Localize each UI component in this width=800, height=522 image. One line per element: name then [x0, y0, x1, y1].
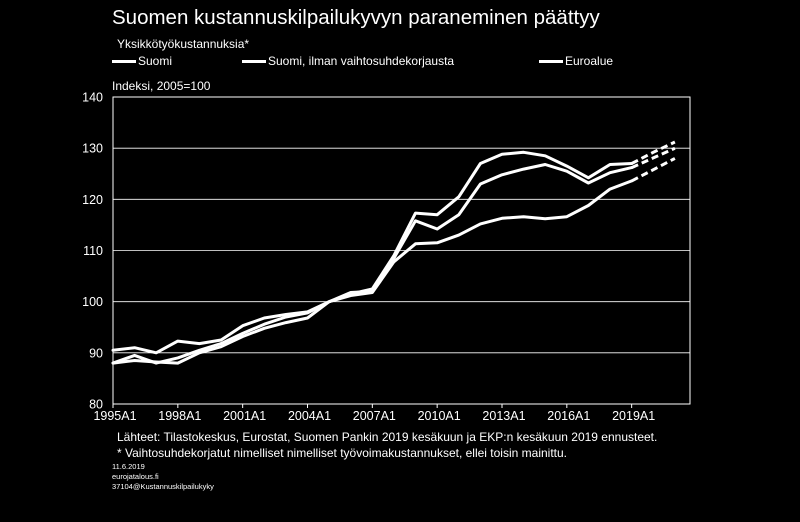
- series-line-euroalue: [111, 179, 634, 365]
- y-tick-label-120: 120: [82, 193, 103, 207]
- y-tick-label-140: 140: [82, 91, 103, 105]
- y-tick-label-110: 110: [83, 244, 103, 258]
- series-line-suomi: [111, 150, 634, 355]
- legend-swatch-euroalue: [539, 59, 563, 63]
- y-axis-label: Indeksi, 2005=100: [112, 79, 211, 93]
- y-tick-label-130: 130: [82, 142, 103, 156]
- meta-site: eurojatalous.fi: [112, 472, 159, 481]
- legend: Suomi Suomi, ilman vaihtosuhdekorjausta …: [112, 54, 712, 70]
- y-tick-label-80: 80: [89, 398, 103, 412]
- chart-subtitle: Yksikkötyökustannuksia*: [117, 37, 250, 51]
- x-tick-label-2016A1: 2016A1: [547, 409, 590, 423]
- series-forecast-suomi: [631, 140, 676, 165]
- chart-title: Suomen kustannuskilpailukyvyn paranemine…: [112, 6, 600, 29]
- x-tick-label-2001A1: 2001A1: [223, 409, 266, 423]
- legend-item-suomi-ilman: Suomi, ilman vaihtosuhdekorjausta: [242, 54, 454, 68]
- legend-label-euroalue: Euroalue: [565, 54, 614, 68]
- plot-frame: [112, 96, 691, 405]
- footnote-sources: Lähteet: Tilastokeskus, Eurostat, Suomen…: [117, 430, 658, 444]
- x-tick-label-1998A1: 1998A1: [158, 409, 201, 423]
- legend-label-suomi-ilman: Suomi, ilman vaihtosuhdekorjausta: [268, 54, 455, 68]
- x-tick-label-2010A1: 2010A1: [418, 409, 461, 423]
- y-tick-label-100: 100: [82, 295, 103, 309]
- y-tick-label-90: 90: [89, 346, 103, 360]
- legend-swatch-suomi-ilman: [242, 59, 266, 63]
- series-forecast-suomi-ilman-vaihtosuhdekorjausta: [631, 146, 676, 169]
- x-tick-label-1995A1: 1995A1: [93, 409, 136, 423]
- legend-swatch-suomi: [112, 59, 136, 63]
- x-tick-label-2019A1: 2019A1: [612, 409, 655, 423]
- legend-label-suomi: Suomi: [138, 54, 173, 68]
- x-tick-label-2004A1: 2004A1: [288, 409, 331, 423]
- x-tick-label-2013A1: 2013A1: [482, 409, 525, 423]
- series-forecast-euroalue: [631, 157, 676, 183]
- footnote-definition: * Vaihtosuhdekorjatut nimelliset nimelli…: [117, 446, 567, 460]
- meta-id: 37104@Kustannuskilpailukyky: [112, 482, 214, 491]
- legend-item-suomi: Suomi: [112, 54, 172, 68]
- legend-item-euroalue: Euroalue: [539, 54, 613, 68]
- meta-date: 11.6.2019: [112, 462, 145, 471]
- x-tick-label-2007A1: 2007A1: [353, 409, 396, 423]
- series-line-suomi-ilman-vaihtosuhdekorjausta: [111, 163, 634, 365]
